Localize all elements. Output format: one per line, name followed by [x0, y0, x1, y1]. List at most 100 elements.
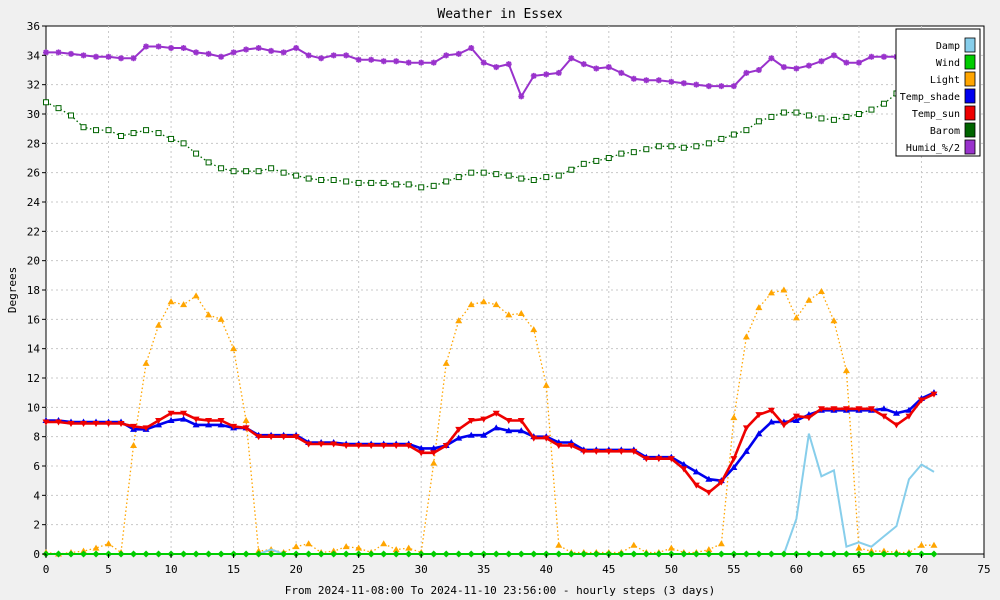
temp-shade-point	[155, 421, 163, 428]
barom-point	[193, 150, 200, 157]
wind-point	[217, 550, 225, 558]
barom-point	[380, 179, 387, 186]
y-tick-label: 28	[27, 137, 40, 150]
temp-sun-point	[480, 416, 488, 423]
temp-sun-point	[130, 423, 138, 430]
light-point	[542, 381, 550, 388]
humid-2-point	[755, 67, 762, 73]
legend-swatch	[964, 122, 976, 138]
wind-point	[780, 550, 788, 558]
humid-2-point	[768, 55, 775, 62]
light-point	[192, 292, 200, 299]
wind-point	[705, 550, 713, 558]
light-point	[467, 301, 475, 308]
barom-point	[330, 177, 337, 183]
humid-2-point	[855, 59, 862, 66]
light-point	[930, 541, 938, 548]
temp-shade-point	[892, 409, 900, 416]
wind-point	[692, 550, 700, 558]
wind-point	[680, 550, 688, 558]
humid-2-point	[343, 52, 350, 59]
barom-point	[793, 109, 800, 116]
wind-point	[67, 550, 75, 558]
x-tick-label: 45	[602, 563, 615, 576]
temp-sun-point	[830, 406, 838, 413]
legend-label: Light	[930, 75, 960, 86]
temp-sun-point	[230, 423, 238, 430]
temp-sun-point	[367, 442, 375, 449]
humid-2-point	[818, 58, 825, 65]
barom-point	[293, 172, 300, 179]
legend-swatch	[964, 139, 976, 155]
x-tick-label: 50	[665, 563, 678, 576]
temp-shade-point	[905, 406, 913, 413]
barom-point	[868, 106, 875, 113]
humid-2-point	[55, 49, 62, 56]
temp-sun-point	[842, 406, 850, 413]
wind-point	[142, 550, 150, 558]
grid-lines	[46, 26, 984, 554]
legend-swatch	[964, 54, 976, 70]
legend: Damp Wind Light Temp_shade Temp_sun Barom Humi…	[895, 28, 981, 157]
humid-2-point	[518, 93, 525, 100]
temp-shade-point	[680, 461, 688, 468]
temp-sun-point	[880, 413, 888, 420]
y-tick-label: 0	[33, 548, 40, 561]
temp-sun-point	[505, 418, 513, 425]
barom-point	[768, 113, 775, 120]
humid-2-point	[193, 49, 200, 56]
barom-point	[605, 155, 612, 161]
temp-shade-point	[417, 444, 425, 451]
legend-label: Humid_%/2	[906, 143, 960, 154]
barom-point	[455, 174, 462, 181]
wind-point	[80, 550, 88, 558]
humid-2-point	[655, 77, 662, 84]
light-point	[480, 298, 488, 305]
legend-label: Damp	[936, 41, 960, 52]
humid-2-point	[405, 59, 412, 66]
y-tick-label: 14	[27, 343, 41, 356]
humid-2-point	[680, 80, 687, 87]
temp-sun-point	[605, 448, 613, 455]
temp-sun-point	[717, 479, 725, 486]
wind-point	[842, 550, 850, 558]
x-tick-label: 65	[852, 563, 865, 576]
light-point	[792, 314, 800, 321]
light-point	[455, 317, 463, 324]
temp-sun-point	[692, 482, 700, 489]
humid-2-point	[355, 56, 362, 63]
temp-shade-point	[730, 463, 738, 470]
humid-2-point	[43, 49, 49, 56]
light-point	[817, 287, 825, 294]
light-point	[217, 315, 225, 322]
temp-sun-point	[117, 420, 125, 427]
y-tick-label: 20	[27, 255, 40, 268]
wind-point	[342, 550, 350, 558]
wind-point	[592, 550, 600, 558]
humid-2-point	[205, 50, 212, 57]
barom-point	[480, 169, 487, 176]
temp-shade-point	[517, 427, 525, 434]
light-point	[830, 317, 838, 324]
wind-point	[367, 550, 375, 558]
temp-sun-point	[767, 407, 775, 414]
barom-point	[93, 127, 100, 134]
barom-point	[168, 135, 175, 142]
temp-sun-point	[55, 419, 63, 426]
temp-sun-point	[617, 448, 625, 455]
wind-point	[555, 550, 563, 558]
y-tick-label: 22	[27, 225, 40, 238]
light-point	[667, 544, 675, 551]
barom-point	[830, 116, 837, 123]
light-point	[380, 540, 388, 547]
temp-sun-point	[580, 448, 588, 455]
y-tick-label: 12	[27, 372, 40, 385]
light-point	[505, 311, 513, 318]
humid-2-point	[505, 61, 512, 68]
temp-sun-point	[555, 442, 563, 449]
humid-2-point	[443, 52, 450, 59]
barom-point	[593, 157, 600, 164]
temp-sun-point	[642, 456, 650, 463]
humid-2-point	[455, 50, 462, 57]
temp-shade-point	[742, 447, 750, 454]
